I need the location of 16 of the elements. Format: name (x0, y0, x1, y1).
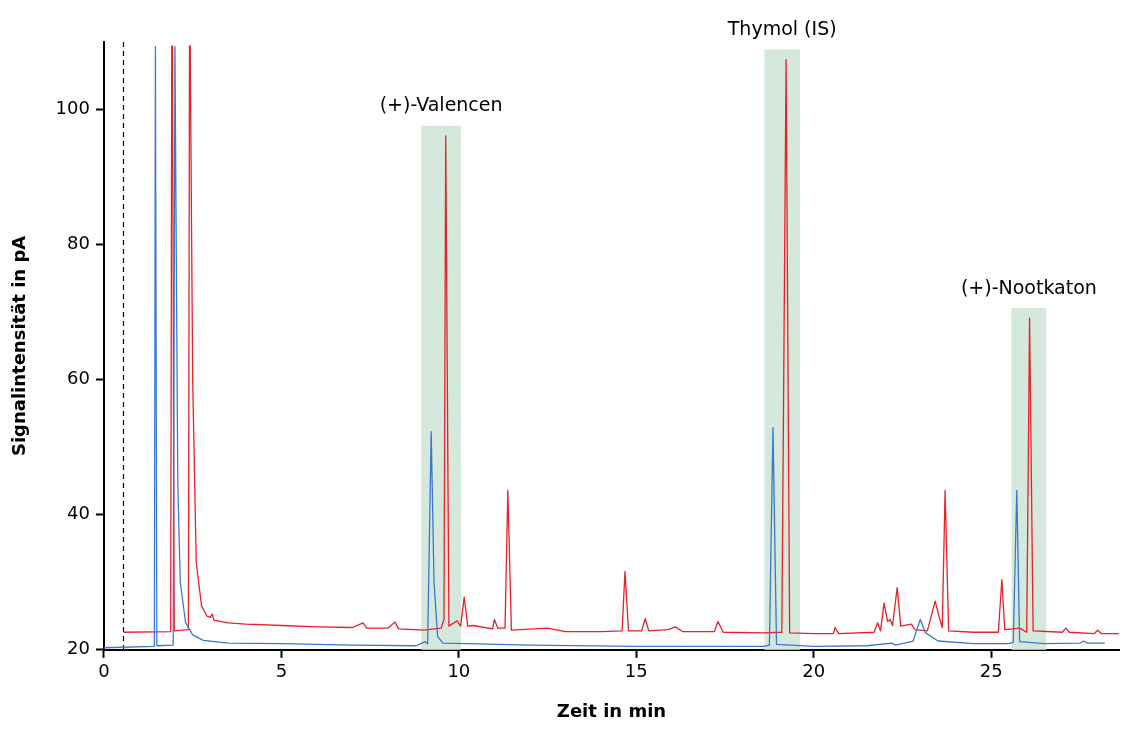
x-axis-title: Zeit in min (556, 699, 667, 721)
y-tick-label: 40 (67, 502, 90, 524)
y-axis-title: Signalintensität in pA (8, 235, 30, 457)
y-tick-label: 80 (67, 232, 90, 254)
x-tick-label: 10 (447, 660, 471, 682)
y-tick-label: 60 (67, 367, 90, 389)
x-tick-label: 0 (98, 660, 110, 682)
x-tick-label: 15 (624, 660, 648, 682)
x-tick-label: 20 (802, 660, 826, 682)
y-tick-label: 20 (67, 637, 90, 659)
x-tick-label: 25 (979, 660, 1003, 682)
x-tick-label: 5 (275, 660, 288, 682)
y-tick-label: 100 (55, 97, 90, 119)
band-label: Thymol (IS) (726, 16, 837, 39)
band-label: (+)-Nootkaton (960, 275, 1097, 298)
band-label: (+)-Valencen (379, 93, 503, 116)
